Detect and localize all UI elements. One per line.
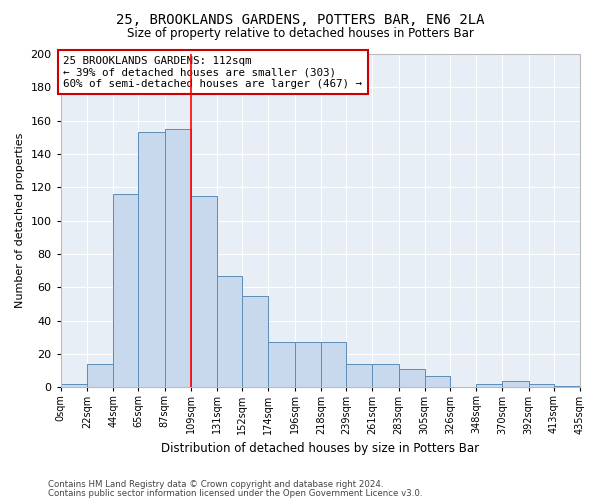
Bar <box>268 342 295 388</box>
X-axis label: Distribution of detached houses by size in Potters Bar: Distribution of detached houses by size … <box>161 442 479 455</box>
Bar <box>164 129 191 388</box>
Bar <box>113 194 139 388</box>
Bar <box>139 132 164 388</box>
Bar <box>529 384 554 388</box>
Bar <box>61 384 87 388</box>
Bar <box>580 382 600 388</box>
Bar <box>425 376 450 388</box>
Bar <box>87 364 113 388</box>
Bar <box>217 276 242 388</box>
Bar <box>242 296 268 388</box>
Bar <box>321 342 346 388</box>
Bar <box>295 342 321 388</box>
Text: 25 BROOKLANDS GARDENS: 112sqm
← 39% of detached houses are smaller (303)
60% of : 25 BROOKLANDS GARDENS: 112sqm ← 39% of d… <box>64 56 362 89</box>
Bar <box>554 386 580 388</box>
Text: Contains public sector information licensed under the Open Government Licence v3: Contains public sector information licen… <box>48 488 422 498</box>
Bar <box>502 380 529 388</box>
Text: Size of property relative to detached houses in Potters Bar: Size of property relative to detached ho… <box>127 28 473 40</box>
Bar <box>476 384 502 388</box>
Text: 25, BROOKLANDS GARDENS, POTTERS BAR, EN6 2LA: 25, BROOKLANDS GARDENS, POTTERS BAR, EN6… <box>116 12 484 26</box>
Y-axis label: Number of detached properties: Number of detached properties <box>15 133 25 308</box>
Bar <box>346 364 372 388</box>
Text: Contains HM Land Registry data © Crown copyright and database right 2024.: Contains HM Land Registry data © Crown c… <box>48 480 383 489</box>
Bar <box>372 364 398 388</box>
Bar <box>191 196 217 388</box>
Bar <box>398 369 425 388</box>
